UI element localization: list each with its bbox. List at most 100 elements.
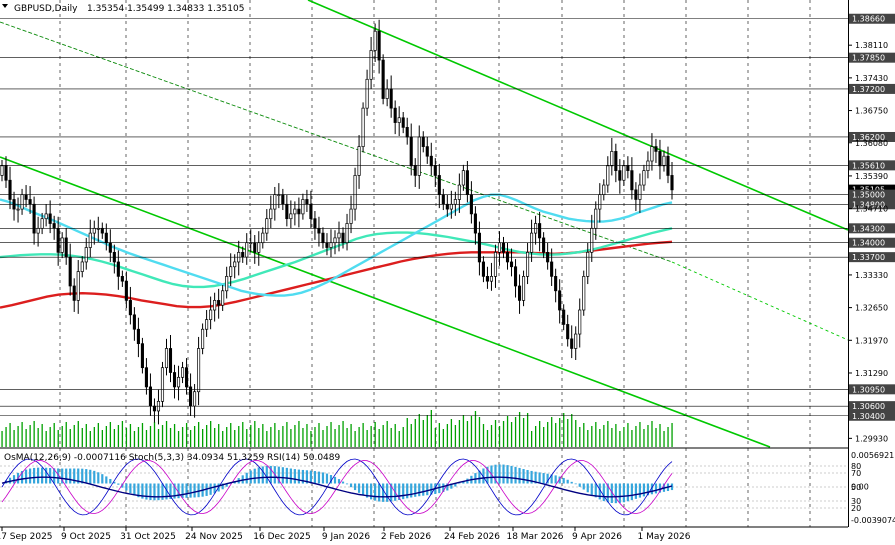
candle-body: [582, 276, 586, 311]
level-label-bg: [849, 237, 895, 248]
candle-body: [293, 208, 297, 215]
osc-level-label: 30: [851, 497, 861, 506]
volume-bar: [330, 422, 332, 447]
candle-body: [397, 117, 401, 123]
osma-bar: [53, 468, 56, 484]
volume-bar: [322, 430, 324, 447]
volume-bar: [482, 424, 485, 447]
volume-bar: [510, 422, 513, 447]
volume-bar: [242, 422, 244, 447]
candle-body: [618, 170, 622, 181]
dropdown-triangle-icon[interactable]: [2, 4, 8, 8]
volume-bar: [85, 424, 87, 447]
osma-bar: [630, 483, 633, 501]
volume-bar: [5, 427, 7, 447]
osma-bar: [285, 467, 288, 484]
candle-body: [60, 237, 64, 253]
long-trend-line: [0, 21, 673, 263]
volume-bar: [651, 421, 653, 447]
candle-body: [602, 184, 606, 196]
osma-bar: [24, 469, 28, 484]
candle-body: [538, 223, 542, 239]
candle-body: [630, 170, 634, 191]
date-tick-label: 9 Jan 2026: [322, 532, 370, 542]
volume-bar: [210, 421, 212, 447]
osc-level-label: 20: [851, 504, 861, 513]
osma-bar: [498, 464, 501, 484]
volume-bar: [643, 429, 645, 447]
osma-bar: [526, 470, 529, 484]
osma-bar: [518, 467, 521, 484]
osma-bar: [165, 483, 168, 500]
osma-bar: [522, 469, 525, 484]
volume-bar: [181, 427, 184, 447]
date-tick-label: 31 Oct 2025: [120, 532, 176, 542]
rsi-line: [1, 476, 673, 498]
candle-body: [253, 242, 257, 253]
candle-body: [209, 309, 213, 320]
osma-bar: [137, 483, 140, 498]
osma-bar: [325, 473, 329, 484]
candle-body: [48, 213, 52, 224]
symbol-label: GBPUSD,Daily: [14, 4, 78, 14]
osma-bar: [610, 483, 613, 503]
level-label-bg: [849, 52, 895, 63]
volume-bar: [286, 422, 288, 447]
candle-body: [522, 276, 526, 301]
stoch-signal-line: [1, 460, 673, 515]
volume-bar: [522, 418, 525, 447]
osma-bar: [386, 483, 389, 502]
osma-bar: [486, 466, 489, 484]
osma-bar: [374, 483, 377, 501]
candle-body: [329, 242, 333, 248]
price-tick-label: 1.37200: [852, 85, 885, 94]
candle-body: [381, 59, 385, 99]
candle-body: [164, 348, 169, 369]
candle-body: [393, 107, 397, 123]
volume-bar: [619, 431, 621, 447]
osma-bar: [578, 483, 581, 487]
volume-bar: [334, 429, 336, 447]
trend-lines[interactable]: [0, 0, 849, 448]
volume-bar: [169, 428, 172, 447]
volume-bar: [282, 426, 284, 447]
volume-bar: [591, 426, 593, 447]
volume-bar: [354, 431, 356, 447]
osma-bar: [93, 470, 96, 484]
volume-bar: [165, 421, 168, 447]
volume-bar: [145, 430, 148, 447]
candle-body: [377, 30, 381, 61]
candle-body: [245, 242, 249, 258]
volume-bar: [113, 429, 116, 447]
volume-bar: [426, 415, 428, 447]
osma-bar: [446, 483, 449, 491]
volume-bar: [153, 422, 156, 447]
oscillator-pane: [0, 458, 848, 516]
osma-bar: [562, 477, 565, 484]
volume-bar: [342, 421, 344, 447]
candle-body: [76, 271, 80, 301]
candle-body: [473, 213, 477, 234]
osma-bar: [357, 483, 361, 493]
moving-averages: [0, 193, 673, 309]
volume-bar: [270, 427, 272, 447]
osma-bar: [37, 467, 40, 484]
long-trend-extension: [671, 261, 849, 341]
volume-bar: [623, 427, 625, 447]
candle-body: [36, 227, 40, 234]
volume-bar: [446, 424, 449, 447]
osma-bar: [345, 483, 349, 485]
volume-bar: [254, 421, 256, 447]
candle-body: [28, 199, 32, 205]
volume-bar: [101, 430, 103, 447]
osma-bar: [293, 469, 296, 484]
volume-bar: [514, 417, 517, 447]
candle-body: [148, 386, 152, 407]
candle-body: [72, 285, 76, 301]
volume-bar: [595, 422, 597, 447]
candle-body: [132, 314, 136, 330]
candle-body: [413, 165, 417, 176]
osma-bar: [598, 483, 601, 500]
